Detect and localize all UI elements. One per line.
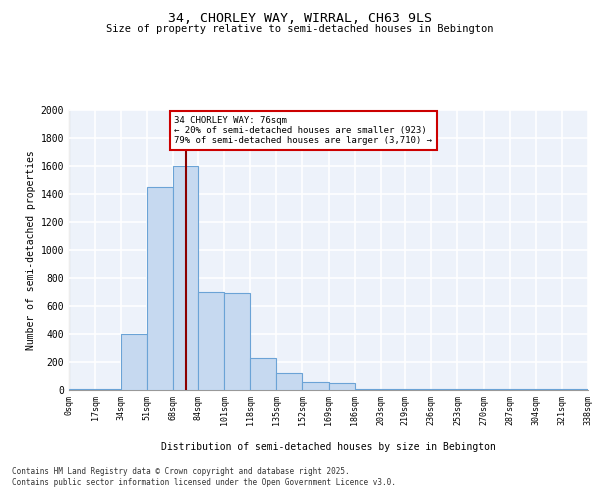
Text: Size of property relative to semi-detached houses in Bebington: Size of property relative to semi-detach… bbox=[106, 24, 494, 34]
Bar bbox=[148, 187, 173, 390]
Text: 34 CHORLEY WAY: 76sqm
← 20% of semi-detached houses are smaller (923)
79% of sem: 34 CHORLEY WAY: 76sqm ← 20% of semi-deta… bbox=[174, 116, 432, 146]
Bar bbox=[250, 358, 276, 390]
Y-axis label: Number of semi-detached properties: Number of semi-detached properties bbox=[26, 150, 37, 350]
Text: 34, CHORLEY WAY, WIRRAL, CH63 9LS: 34, CHORLEY WAY, WIRRAL, CH63 9LS bbox=[168, 12, 432, 26]
Text: Distribution of semi-detached houses by size in Bebington: Distribution of semi-detached houses by … bbox=[161, 442, 496, 452]
Bar bbox=[276, 373, 302, 390]
Bar bbox=[198, 292, 224, 390]
Bar bbox=[173, 166, 198, 390]
Bar bbox=[95, 388, 121, 390]
Bar bbox=[302, 382, 329, 390]
Bar bbox=[121, 334, 148, 390]
Bar bbox=[224, 294, 250, 390]
Bar bbox=[329, 383, 355, 390]
Text: Contains HM Land Registry data © Crown copyright and database right 2025.
Contai: Contains HM Land Registry data © Crown c… bbox=[12, 468, 396, 487]
